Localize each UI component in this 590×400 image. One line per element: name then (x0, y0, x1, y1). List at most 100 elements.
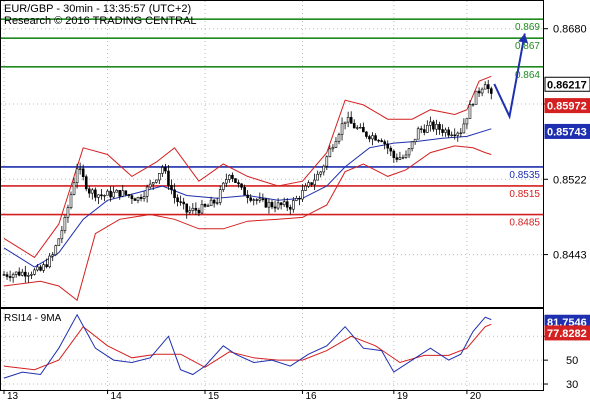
candle-body (2, 274, 6, 276)
band-label-0: 0.85972 (547, 101, 587, 113)
current-rsi-ma-label: 77.8282 (547, 328, 587, 340)
candle-body (480, 88, 484, 94)
candle-body (474, 90, 478, 105)
candle-body (295, 198, 298, 201)
candle-body (91, 189, 94, 194)
candle-body (395, 157, 399, 160)
candle-body (24, 271, 27, 277)
candle-body (337, 134, 341, 142)
candle-body (27, 275, 30, 277)
candle-body (84, 176, 88, 190)
candle-body (325, 156, 329, 167)
candle-body (234, 178, 237, 183)
candle-body (468, 104, 472, 119)
candle-body (264, 198, 268, 208)
candle-body (75, 168, 79, 184)
candle-body (139, 196, 143, 199)
candle-body (419, 128, 423, 130)
candle-body (477, 90, 481, 94)
candle-body (11, 274, 15, 278)
candle-body (173, 189, 176, 199)
candle-body (118, 189, 122, 197)
current-rsi-ma-label-box (544, 325, 590, 341)
candle-body (228, 174, 231, 180)
candle-body (483, 84, 487, 90)
rsi-ma-line (3, 323, 492, 371)
chart-header-line1: EUR/GBP - 30min - 13:35:57 (UTC+2) (4, 3, 191, 15)
rsi-line (3, 313, 492, 379)
candle-body (322, 165, 326, 173)
candle-body (17, 271, 21, 276)
candle-body (249, 197, 252, 201)
candle-body (258, 198, 262, 201)
candle-body (112, 191, 115, 198)
candle-body (285, 201, 289, 208)
candle-body (486, 84, 490, 89)
candle-body (215, 202, 219, 204)
candle-body (200, 204, 204, 214)
candle-body (115, 189, 118, 193)
candle-body (188, 210, 192, 213)
candle-body (352, 123, 356, 129)
candle-body (179, 201, 182, 203)
candle-body (438, 124, 441, 130)
candle-body (453, 134, 457, 136)
rsi-y-tick-label-1: 50 (566, 355, 578, 367)
x-tick-label-3: 16 (305, 391, 317, 400)
y-tick-label-2: 0.8522 (553, 174, 587, 186)
candle-body (72, 182, 76, 195)
candle-body (267, 202, 271, 208)
band-label-1-box (544, 123, 590, 139)
candle-body (154, 179, 158, 183)
candle-body (334, 141, 338, 148)
candle-body (471, 104, 475, 106)
candle-body (307, 182, 310, 187)
candle-body (426, 125, 429, 133)
candle-body (225, 179, 228, 184)
candle-body (218, 189, 222, 203)
candle-body (246, 194, 249, 199)
candle-body (191, 207, 195, 211)
candle-body (42, 264, 45, 271)
chart-header-line2: Research © 2016 TRADING CENTRAL (4, 15, 197, 27)
candle-body (279, 202, 283, 206)
candle-body (261, 198, 265, 200)
candle-body (398, 157, 402, 160)
candle-body (142, 196, 146, 199)
candle-body (270, 202, 274, 208)
candle-body (109, 190, 112, 198)
forecast-arrowhead (518, 33, 529, 44)
candle-body (282, 201, 286, 206)
candle-body (100, 194, 103, 197)
candle-body (39, 266, 42, 271)
level-label-0: 0.869 (515, 22, 540, 33)
candle-body (377, 139, 380, 142)
candle-body (319, 171, 323, 175)
x-tick-label-2: 15 (208, 391, 220, 400)
candle-body (197, 209, 201, 214)
candle-body (94, 189, 97, 198)
main-panel (0, 0, 544, 308)
candle-body (78, 168, 82, 170)
candle-body (392, 150, 396, 158)
candle-body (5, 274, 9, 277)
forecast-path (493, 33, 526, 120)
candle-body (404, 154, 408, 158)
candle-body (288, 206, 292, 210)
candle-body (127, 194, 131, 196)
candle-body (456, 132, 460, 136)
candle-body (97, 194, 100, 198)
candle-body (124, 190, 128, 195)
candle-body (340, 123, 344, 135)
candle-body (386, 143, 390, 149)
candle-body (209, 199, 213, 207)
candle-body (57, 238, 61, 246)
candles (2, 79, 493, 283)
candle-body (66, 207, 70, 218)
candle-body (389, 147, 393, 152)
candle-body (148, 183, 152, 188)
candle-body (182, 201, 185, 205)
candle-body (54, 245, 58, 255)
candle-body (416, 128, 420, 140)
